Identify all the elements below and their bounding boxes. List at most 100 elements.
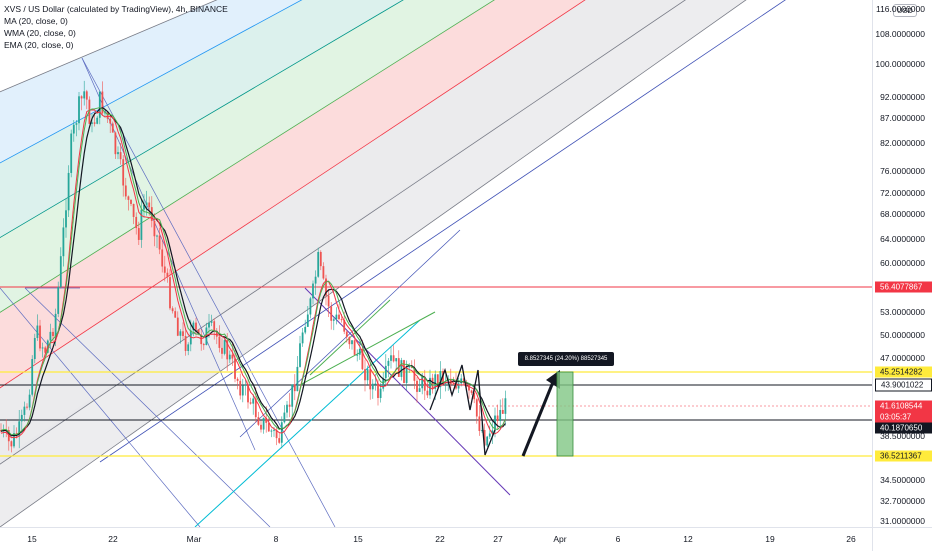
price-label: 82.0000000 [880, 138, 925, 148]
price-tag-current-price: 41.6108544 [875, 400, 932, 412]
time-axis[interactable]: 15 22 Mar 8 15 22 27 Apr 6 12 19 26 [0, 527, 872, 551]
candle-body [348, 337, 351, 345]
time-label: 8 [273, 534, 279, 544]
candle-body [304, 326, 307, 333]
candle-body [351, 340, 353, 345]
candle-body [174, 311, 177, 318]
candle-body [135, 216, 138, 229]
candle-body [366, 369, 369, 381]
currency-button[interactable]: USD [893, 4, 917, 17]
price-label: 50.0000000 [880, 330, 925, 340]
candle-body [10, 441, 13, 447]
time-label: 27 [493, 534, 503, 544]
candle-body [400, 360, 403, 377]
price-label: 32.7000000 [880, 496, 925, 506]
candle-body [330, 306, 333, 321]
candle-body [387, 360, 390, 366]
indicator-ema-legend[interactable]: EMA (20, close, 0) [4, 40, 74, 50]
time-label: 15 [353, 534, 363, 544]
candle-body [244, 384, 247, 386]
candle-body [496, 415, 499, 422]
candle-body [332, 319, 335, 321]
candle-body [364, 369, 366, 381]
candle-body [41, 347, 44, 349]
candle-body [317, 251, 320, 277]
ema-line [0, 107, 506, 436]
candle-body [423, 376, 426, 391]
candle-body [127, 196, 130, 200]
candle-body [491, 430, 494, 434]
indicator-wma-legend[interactable]: WMA (20, close, 0) [4, 28, 76, 38]
price-label: 108.0000000 [875, 29, 925, 39]
ma-line [0, 107, 506, 437]
candle-body [267, 422, 270, 432]
candle-body [101, 91, 104, 114]
time-label: 26 [846, 534, 856, 544]
candle-body [33, 338, 36, 360]
measure-box[interactable] [556, 371, 574, 457]
candle-body [26, 406, 28, 408]
candle-body [434, 374, 437, 389]
candle-body [98, 91, 101, 118]
time-label: 22 [108, 534, 118, 544]
candle-body [488, 433, 491, 437]
candle-body [431, 377, 434, 389]
price-label: 60.0000000 [880, 258, 925, 268]
candle-body [67, 172, 70, 211]
candle-body [197, 329, 200, 335]
candle-body [358, 348, 361, 355]
candle-body [184, 335, 187, 351]
price-axis[interactable]: USD 116.0000000 108.0000000 100.0000000 … [872, 0, 932, 527]
price-label: 92.0000000 [880, 92, 925, 102]
candle-body [275, 429, 278, 439]
candle-body [241, 385, 244, 396]
candle-body [122, 159, 125, 186]
candle-body [418, 388, 421, 392]
candle-body [252, 398, 255, 404]
price-tag-yellow-upper: 45.2514282 [875, 366, 932, 378]
candle-body [403, 360, 405, 383]
time-label: Mar [186, 534, 202, 544]
candle-body [145, 202, 148, 205]
candle-body [215, 330, 218, 337]
candle-body [137, 228, 140, 240]
candle-body [20, 414, 23, 422]
pitchfork-bands [0, 0, 746, 527]
symbol-title[interactable]: XVS / US Dollar (calculated by TradingVi… [4, 4, 228, 14]
time-label: 22 [435, 534, 445, 544]
candle-body [153, 220, 156, 237]
candle-body [187, 344, 190, 351]
chart-canvas[interactable]: XVS / US Dollar (calculated by TradingVi… [0, 0, 872, 527]
candle-body [470, 390, 473, 393]
price-tag-yellow-lower: 36.5211367 [875, 450, 932, 462]
candle-body [429, 377, 431, 396]
candle-body [78, 96, 80, 124]
candle-body [262, 417, 265, 430]
candle-body [468, 384, 470, 391]
candle-body [140, 209, 143, 240]
indicator-ma-legend[interactable]: MA (20, close, 0) [4, 16, 68, 26]
candle-body [436, 374, 439, 388]
candle-body [452, 384, 455, 386]
candle-body [163, 266, 166, 273]
candle-body [296, 366, 299, 392]
candle-body [486, 436, 489, 446]
candle-body [59, 256, 62, 287]
candle-body [309, 298, 312, 315]
candle-body [257, 417, 260, 425]
candle-body [18, 421, 21, 437]
candle-body [299, 343, 301, 367]
price-label: 31.0000000 [880, 516, 925, 526]
candle-body [455, 384, 457, 389]
candle-body [54, 313, 57, 337]
candle-body [426, 390, 429, 396]
candle-body [182, 331, 184, 336]
price-label: 38.5000000 [880, 431, 925, 441]
candle-body [31, 359, 34, 395]
candle-body [117, 152, 119, 155]
candle-body [239, 380, 242, 396]
candle-body [161, 249, 164, 267]
price-tag-countdown: 03:05:37 [875, 411, 932, 423]
candle-body [291, 384, 294, 407]
candle-body [249, 402, 252, 404]
